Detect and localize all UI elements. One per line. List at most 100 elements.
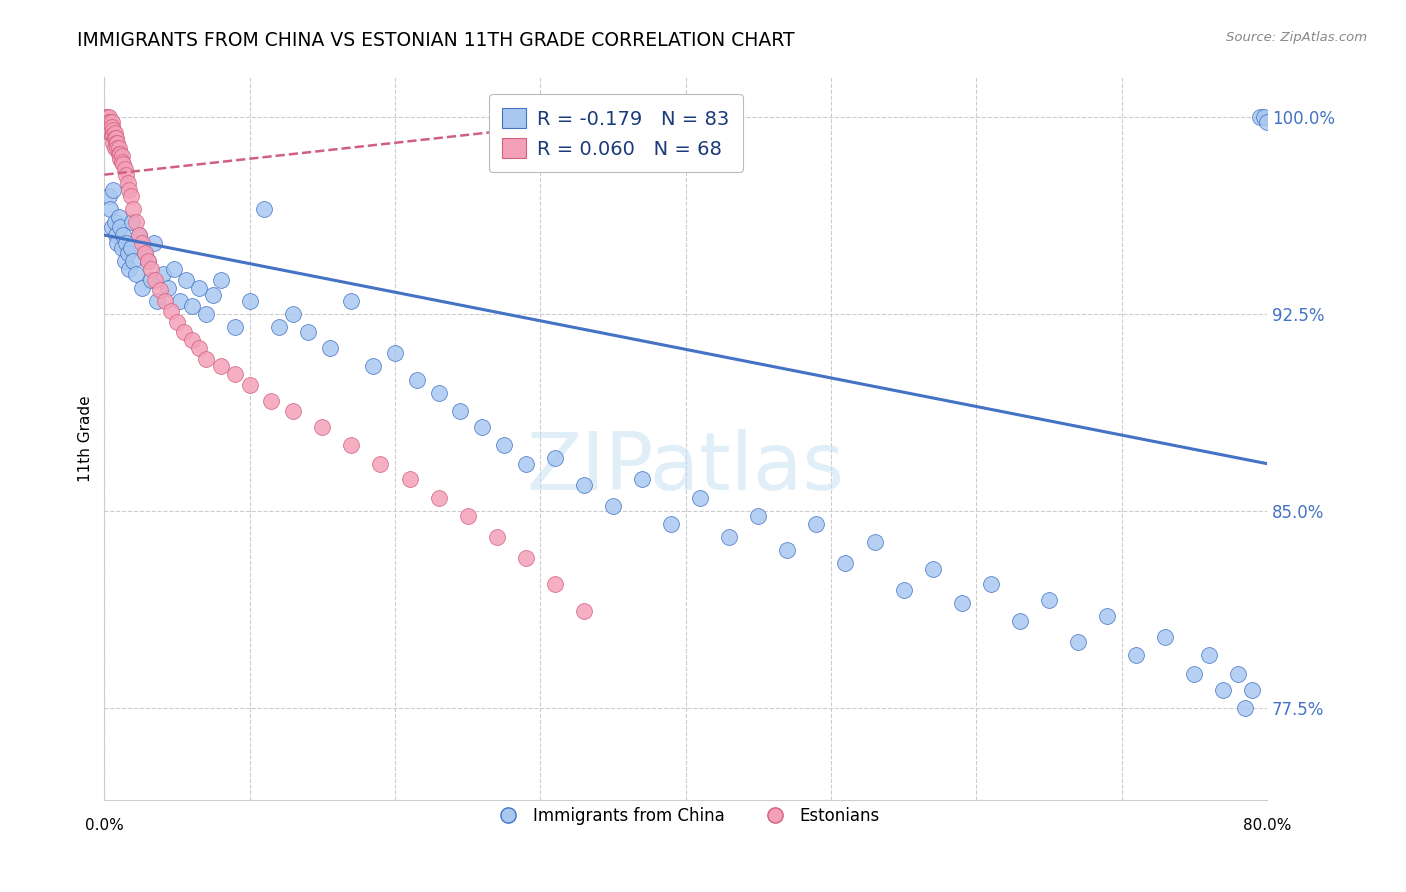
Point — [101, 128, 124, 143]
Point — [100, 115, 122, 129]
Point — [515, 457, 537, 471]
Point — [224, 320, 246, 334]
Point — [110, 146, 132, 161]
Point — [209, 359, 232, 374]
Point — [155, 293, 177, 308]
Point — [128, 228, 150, 243]
Point — [806, 517, 828, 532]
Text: 0.0%: 0.0% — [84, 818, 124, 833]
Point — [173, 326, 195, 340]
Point — [122, 202, 145, 216]
Point — [449, 404, 471, 418]
Point — [834, 557, 856, 571]
Point — [94, 115, 117, 129]
Point — [747, 509, 769, 524]
Text: Source: ZipAtlas.com: Source: ZipAtlas.com — [1226, 31, 1367, 45]
Point — [187, 280, 209, 294]
Point — [98, 202, 121, 216]
Point — [131, 235, 153, 250]
Point — [100, 128, 122, 143]
Point — [384, 346, 406, 360]
Point — [108, 141, 131, 155]
Point — [318, 341, 340, 355]
Point — [169, 293, 191, 308]
Point — [297, 326, 319, 340]
Point — [1125, 648, 1147, 663]
Point — [139, 273, 162, 287]
Point — [149, 283, 172, 297]
Legend: Immigrants from China, Estonians: Immigrants from China, Estonians — [485, 800, 887, 831]
Point — [111, 149, 134, 163]
Point — [96, 110, 118, 124]
Point — [96, 110, 118, 124]
Point — [239, 377, 262, 392]
Point — [107, 136, 129, 150]
Point — [718, 530, 741, 544]
Point — [105, 136, 128, 150]
Point — [110, 152, 132, 166]
Point — [142, 235, 165, 250]
Point — [122, 254, 145, 268]
Point — [602, 499, 624, 513]
Point — [145, 293, 167, 308]
Point — [96, 115, 118, 129]
Point — [224, 368, 246, 382]
Point — [117, 246, 139, 260]
Point — [631, 472, 654, 486]
Point — [361, 359, 384, 374]
Point — [101, 136, 124, 150]
Text: 80.0%: 80.0% — [1243, 818, 1291, 833]
Point — [103, 141, 125, 155]
Point — [893, 582, 915, 597]
Point — [103, 131, 125, 145]
Point — [105, 131, 128, 145]
Point — [370, 457, 392, 471]
Point — [980, 577, 1002, 591]
Point — [134, 246, 156, 260]
Point — [572, 477, 595, 491]
Point — [1008, 614, 1031, 628]
Point — [128, 228, 150, 243]
Point — [572, 604, 595, 618]
Point — [515, 551, 537, 566]
Point — [174, 273, 197, 287]
Point — [260, 393, 283, 408]
Point — [267, 320, 290, 334]
Point — [112, 228, 135, 243]
Text: IMMIGRANTS FROM CHINA VS ESTONIAN 11TH GRADE CORRELATION CHART: IMMIGRANTS FROM CHINA VS ESTONIAN 11TH G… — [77, 31, 794, 50]
Point — [115, 168, 138, 182]
Point — [1198, 648, 1220, 663]
Point — [1256, 115, 1278, 129]
Point — [1212, 682, 1234, 697]
Point — [121, 215, 143, 229]
Point — [115, 235, 138, 250]
Point — [97, 188, 120, 202]
Point — [921, 562, 943, 576]
Point — [1234, 701, 1257, 715]
Point — [1249, 110, 1271, 124]
Point — [239, 293, 262, 308]
Point — [94, 110, 117, 124]
Point — [97, 115, 120, 129]
Point — [209, 273, 232, 287]
Y-axis label: 11th Grade: 11th Grade — [79, 395, 93, 482]
Point — [152, 268, 174, 282]
Point — [134, 246, 156, 260]
Point — [1253, 110, 1275, 124]
Point — [118, 183, 141, 197]
Point — [427, 385, 450, 400]
Point — [112, 157, 135, 171]
Point — [1226, 666, 1249, 681]
Point — [103, 215, 125, 229]
Point — [125, 268, 148, 282]
Point — [97, 120, 120, 135]
Point — [863, 535, 886, 549]
Point — [157, 280, 180, 294]
Point — [114, 254, 136, 268]
Point — [398, 472, 420, 486]
Point — [118, 262, 141, 277]
Point — [195, 351, 218, 366]
Point — [105, 228, 128, 243]
Point — [110, 220, 132, 235]
Point — [485, 530, 508, 544]
